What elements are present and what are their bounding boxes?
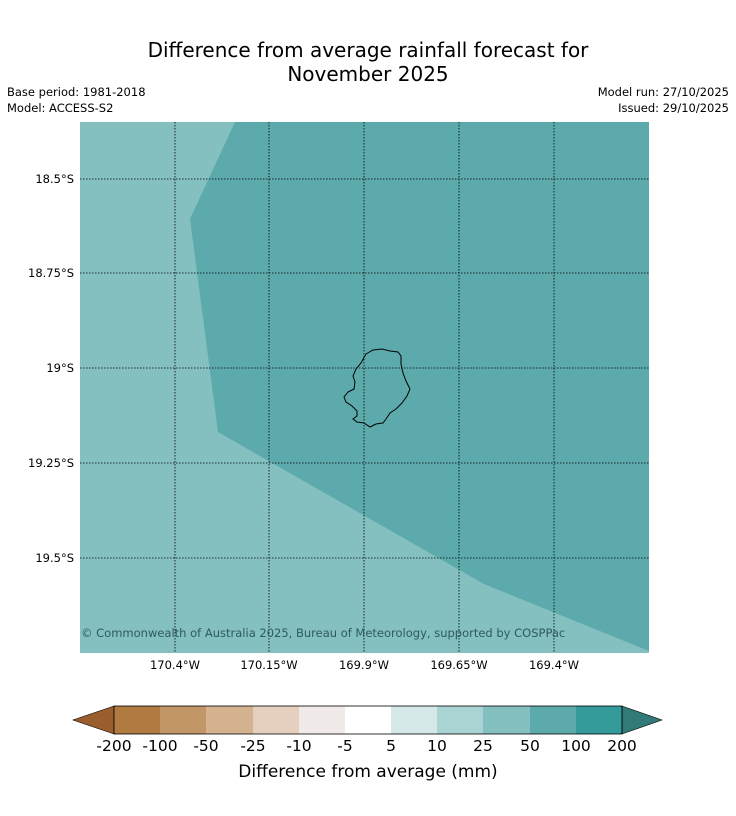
colorbar-extend-high [621,705,663,735]
colorbar [72,705,663,735]
colorbar-outline [113,705,623,735]
model-run: Model run: 27/10/2025 [597,85,729,99]
lat-label-19: 19°S [46,361,74,375]
model-name: Model: ACCESS-S2 [7,101,114,115]
island-coastline [343,348,411,428]
lon-label-170-15: 170.15°W [240,658,298,672]
colorbar-bin-9 [483,706,530,734]
colorbar-tick-10: 50 [520,737,540,755]
title-line-2: November 2025 [287,62,449,86]
base-period: Base period: 1981-2018 [7,85,146,99]
colorbar-tick-5: -10 [286,737,312,755]
colorbar-bin-10 [530,706,576,734]
lon-label-169-65: 169.65°W [430,658,488,672]
colorbar-tick-4: -25 [240,737,266,755]
colorbar-bin-1 [114,706,160,734]
issued-date: Issued: 29/10/2025 [618,101,729,115]
lat-label-18-5: 18.5°S [35,172,74,186]
lon-label-169-9: 169.9°W [338,658,390,672]
colorbar-bin-4 [253,706,299,734]
meta-right: Model run: 27/10/2025 Issued: 29/10/2025 [598,84,729,116]
colorbar-bin-3 [206,706,253,734]
colorbar-tick-2: -100 [142,737,178,755]
colorbar-bin-2 [160,706,206,734]
title-line-1: Difference from average rainfall forecas… [147,38,589,62]
lat-label-19-5: 19.5°S [35,551,74,565]
colorbar-tick-1: -200 [96,737,132,755]
colorbar-tick-12: 200 [607,737,637,755]
colorbar-bin-11 [576,706,622,734]
colorbar-bin-7 [391,706,437,734]
lon-label-169-4: 169.4°W [528,658,580,672]
chart-title: Difference from average rainfall forecas… [0,38,736,86]
colorbar-bin-6 [345,706,391,734]
map-region-dark [190,122,649,651]
colorbar-bin-8 [437,706,483,734]
lat-label-18-75: 18.75°S [28,266,74,280]
colorbar-tick-8: 10 [427,737,447,755]
colorbar-tick-11: 100 [561,737,591,755]
colorbar-bin-5 [299,706,345,734]
colorbar-extend-low [72,705,115,735]
colorbar-label: Difference from average (mm) [238,762,498,782]
lat-label-19-25: 19.25°S [28,456,74,470]
colorbar-tick-9: 25 [473,737,493,755]
colorbar-tick-7: 5 [386,737,396,755]
colorbar-tick-3: -50 [193,737,219,755]
map-grid [80,122,649,653]
meta-left: Base period: 1981-2018 Model: ACCESS-S2 [7,84,146,116]
lon-label-170-4: 170.4°W [149,658,201,672]
copyright-notice: © Commonwealth of Australia 2025, Bureau… [81,626,566,640]
colorbar-tick-6: -5 [337,737,353,755]
